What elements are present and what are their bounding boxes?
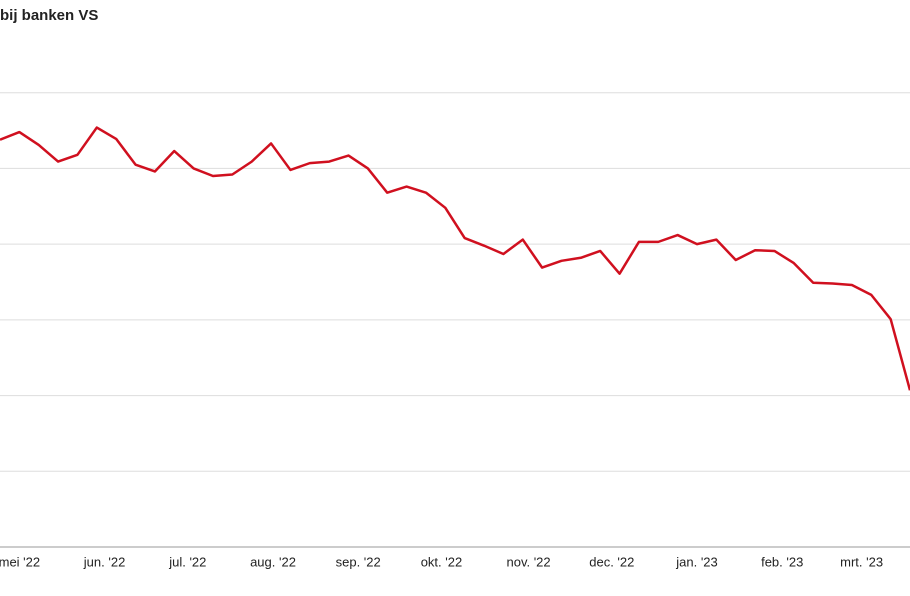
chart-title: bij banken VS [0, 7, 98, 24]
x-tick-label: sep. '22 [336, 554, 381, 569]
x-tick-label: mei '22 [0, 554, 40, 569]
x-tick-label: jul. '22 [168, 554, 206, 569]
x-tick-label: feb. '23 [761, 554, 803, 569]
x-tick-label: aug. '22 [250, 554, 296, 569]
x-tick-label: jun. '22 [83, 554, 126, 569]
x-tick-label: jan. '23 [675, 554, 718, 569]
data-line [0, 126, 910, 391]
x-tick-label: nov. '22 [506, 554, 550, 569]
x-tick-label: mrt. '23 [840, 554, 883, 569]
x-tick-label: okt. '22 [421, 554, 463, 569]
x-tick-label: dec. '22 [589, 554, 634, 569]
